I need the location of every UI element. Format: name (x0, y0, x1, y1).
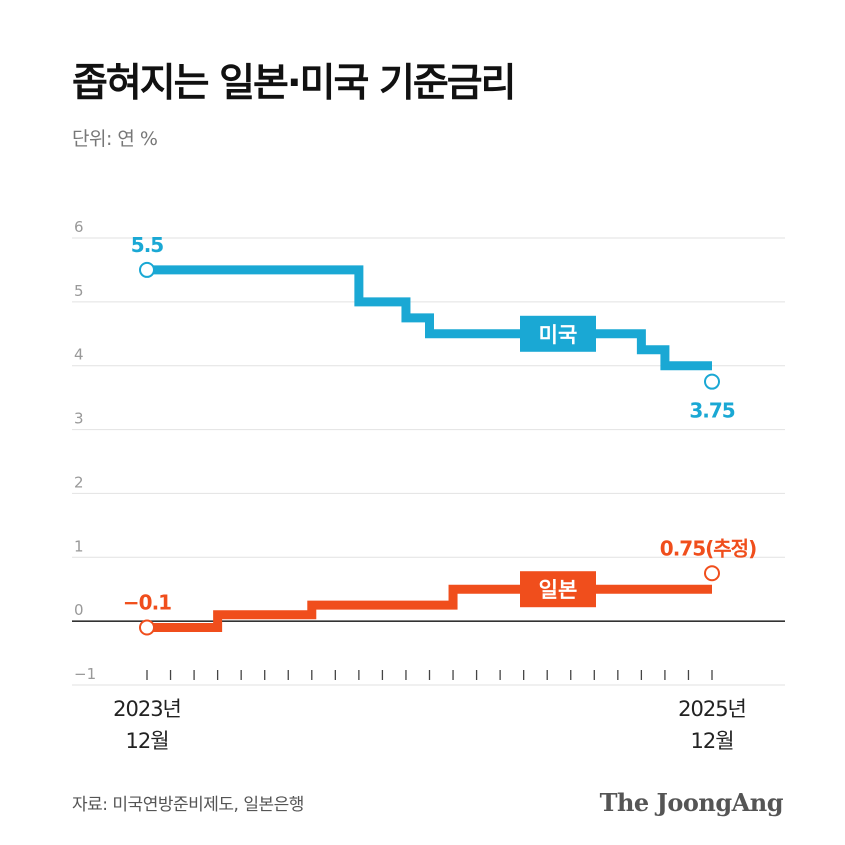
x-axis: 2023년 12월 2025년 12월 (113, 670, 747, 753)
y-tick-label: 1 (74, 537, 84, 555)
y-tick-label: 4 (74, 346, 84, 364)
end-marker (704, 373, 720, 390)
start-value-label: 5.5 (131, 233, 164, 257)
series-line-japan (147, 584, 712, 633)
end-value-label: 3.75 (689, 399, 734, 423)
x-end-label: 12월 (690, 729, 733, 753)
unit-label: 단위: 연 % (72, 128, 158, 150)
x-end-label: 2025년 (678, 697, 746, 721)
end-value-label: 0.75(추정) (660, 536, 756, 560)
y-tick-label: 2 (74, 473, 84, 491)
series-name-label: 일본 (539, 578, 578, 602)
x-start-label: 12월 (125, 729, 168, 753)
x-start-label: 2023년 (113, 697, 181, 721)
end-marker (704, 565, 720, 582)
start-value-label: −0.1 (123, 591, 171, 615)
y-axis-ticks: 6 5 4 3 2 1 0 −1 (74, 218, 96, 683)
y-tick-label: 0 (74, 601, 84, 619)
data-labels: 미국 5.5 3.75 일본 −0.1 0.75(추정) (123, 233, 757, 636)
source-note: 자료: 미국연방준비제도, 일본은행 (72, 795, 304, 815)
series-lines (147, 265, 712, 633)
start-marker (139, 261, 155, 278)
chart-title: 좁혀지는 일본·미국 기준금리 (72, 61, 517, 106)
series-name-label: 미국 (539, 323, 578, 347)
brand-logo: The JoongAng (599, 788, 784, 817)
y-tick-label: 5 (74, 282, 84, 300)
series-line-us (147, 265, 712, 371)
grid-lines (72, 237, 785, 686)
y-tick-label: 6 (74, 218, 84, 236)
series-name-box (520, 571, 596, 608)
y-tick-label: −1 (74, 665, 96, 683)
start-marker (139, 619, 155, 636)
series-name-box (520, 315, 596, 352)
y-tick-label: 3 (74, 410, 84, 428)
